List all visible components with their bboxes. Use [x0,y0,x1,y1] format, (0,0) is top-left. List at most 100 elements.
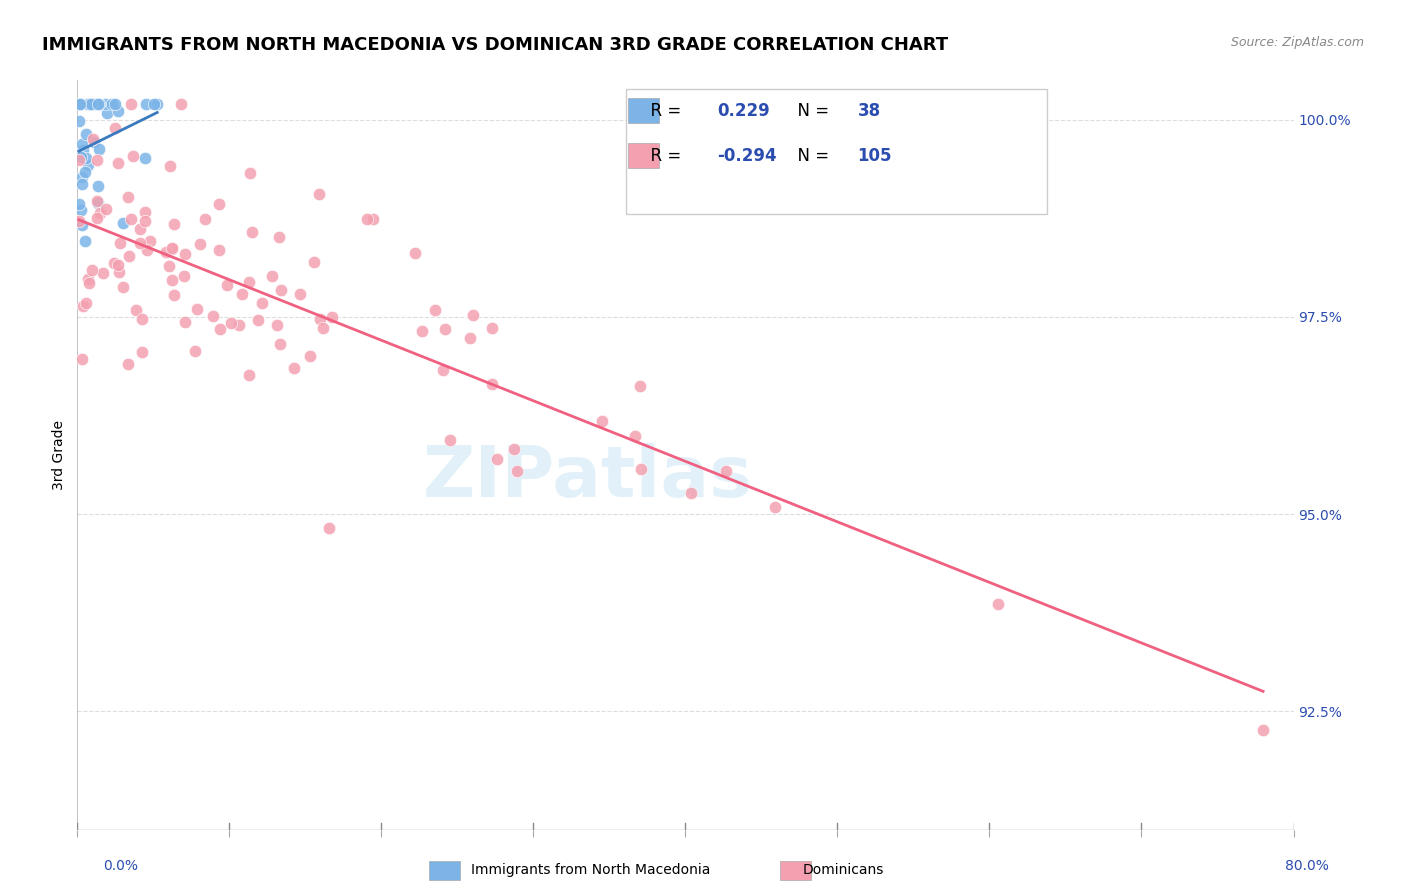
Point [70,351,93,366]
Point [94,97,117,112]
Point [160,243,183,257]
Point [72,143,94,157]
Point [80,262,103,277]
Point [76,97,98,112]
Point [111,280,134,294]
Point [146,97,169,112]
Point [103,256,125,270]
Point [70,170,93,185]
Text: 38: 38 [858,103,880,120]
Point [266,318,288,332]
Point [411,325,433,339]
Point [70,218,93,232]
Point [160,241,183,255]
Point [87,97,110,112]
Point [298,349,321,363]
Point [238,368,260,382]
Text: -0.294: -0.294 [717,147,776,165]
Point [506,463,529,477]
Point [86,153,108,167]
Point [503,442,526,456]
Point [87,196,110,211]
Point [173,269,195,284]
Point [67,197,90,211]
Point [104,97,127,112]
Text: N =: N = [787,103,835,120]
Point [250,296,273,310]
Point [80,97,103,112]
Point [404,246,426,260]
Text: Dominicans: Dominicans [803,863,884,877]
Point [679,486,702,500]
Point [135,97,157,112]
Point [87,179,110,194]
Point [83,135,105,149]
Point [108,236,131,251]
Point [356,211,378,226]
Point [75,234,97,248]
Point [121,149,143,163]
Point [87,142,110,156]
Point [70,97,93,112]
Point [318,521,340,535]
Point [72,178,94,192]
Point [83,97,105,112]
Point [238,275,260,289]
Text: ZIPatlas: ZIPatlas [423,443,754,512]
Point [239,166,262,180]
Point [231,287,253,301]
Point [120,97,142,112]
Point [134,214,156,228]
Point [163,217,186,231]
Point [70,136,93,151]
Point [69,97,91,112]
Point [89,205,111,219]
Point [260,269,283,284]
Point [77,271,100,285]
Point [481,377,503,392]
Point [77,158,100,172]
Point [67,97,90,112]
Point [987,597,1010,611]
Point [135,243,157,257]
Text: 80.0%: 80.0% [1285,859,1329,872]
Point [481,320,503,334]
Point [134,204,156,219]
Point [283,361,305,376]
Point [103,120,125,135]
Point [485,452,508,467]
Point [308,186,330,201]
Point [67,153,90,167]
Point [118,249,141,263]
Point [125,303,148,318]
Point [439,433,461,447]
Point [188,237,211,252]
Point [173,247,195,261]
Point [170,97,193,112]
Point [107,104,129,119]
Text: 0.0%: 0.0% [103,859,138,872]
Text: R =: R = [640,147,686,165]
Point [134,151,156,165]
Point [209,322,232,336]
Point [101,97,124,112]
Point [763,500,786,514]
Point [184,344,207,359]
Text: R =: R = [640,103,686,120]
Point [247,313,270,327]
Point [86,211,108,225]
Point [630,462,652,476]
Point [93,266,115,280]
Point [714,464,737,478]
Point [96,106,118,120]
Point [86,194,108,208]
Point [128,235,150,250]
Point [94,202,117,216]
Point [79,276,101,290]
Point [174,315,197,329]
Point [312,320,335,334]
Point [143,97,166,112]
Point [208,197,231,211]
Point [107,156,129,170]
Point [270,284,292,298]
